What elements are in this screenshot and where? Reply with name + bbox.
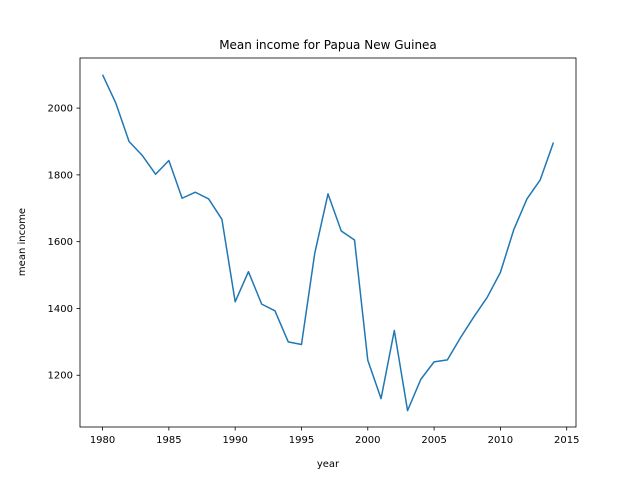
y-tick-label-1600: 1600 [48, 237, 73, 248]
plot-area: 1980 1985 1990 1995 2000 2005 2010 2015 1200 1400… [48, 57, 579, 446]
axes-frame [79, 57, 577, 428]
x-tick-label-2000: 2000 [355, 435, 380, 446]
x-tick-label-1990: 1990 [222, 435, 247, 446]
x-tick-label-1995: 1995 [289, 435, 314, 446]
y-tick-label-1200: 1200 [48, 371, 73, 382]
x-tick-label-2010: 2010 [488, 435, 513, 446]
x-tick-label-2015: 2015 [554, 435, 579, 446]
x-tick-label-1985: 1985 [156, 435, 181, 446]
series-line-0 [101, 74, 555, 412]
x-axis-label: year [317, 459, 340, 470]
y-tick-label-1400: 1400 [48, 304, 73, 315]
y-axis-label: mean income [17, 208, 28, 276]
chart-title: Mean income for Papua New Guinea [219, 38, 437, 52]
x-tick-label-2005: 2005 [421, 435, 446, 446]
y-tick-label-2000: 2000 [48, 104, 73, 115]
x-tick-label-1980: 1980 [90, 435, 115, 446]
y-tick-label-1800: 1800 [48, 170, 73, 181]
